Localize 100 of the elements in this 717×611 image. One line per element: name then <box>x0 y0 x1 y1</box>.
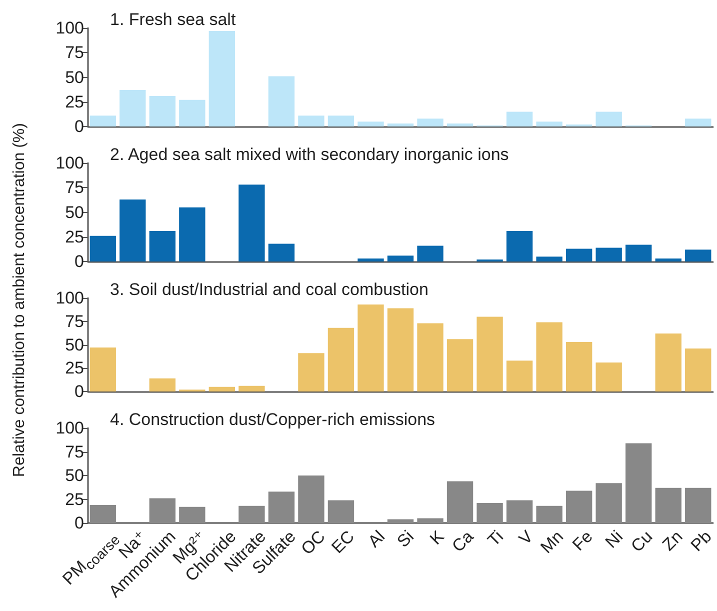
x-tick-label: V <box>516 527 538 550</box>
x-tick-label: Ca <box>448 527 478 557</box>
bar <box>328 328 354 392</box>
bar <box>90 236 116 262</box>
y-tick-label: 100 <box>56 18 84 38</box>
y-tick-label: 75 <box>65 312 84 331</box>
bar <box>536 506 562 523</box>
bar <box>417 118 444 126</box>
x-tick-label: OC <box>297 527 330 560</box>
bar <box>90 116 116 126</box>
bar <box>208 386 236 392</box>
chart-title: 1. Fresh sea salt <box>110 10 236 29</box>
bar <box>120 90 146 126</box>
x-tick-label: Si <box>394 527 419 552</box>
bar <box>506 112 533 126</box>
bar <box>328 116 354 126</box>
y-tick-label: 50 <box>65 202 84 222</box>
bar <box>268 244 295 262</box>
bar <box>90 348 116 392</box>
x-tick-label: Cu <box>627 527 657 557</box>
bar <box>476 503 503 523</box>
bar <box>149 230 176 262</box>
bar <box>446 481 474 523</box>
y-tick-label: 50 <box>65 335 84 354</box>
bar <box>506 360 533 392</box>
chart-title: 3. Soil dust/Industrial and coal combustion <box>110 280 428 299</box>
y-tick-label: 0 <box>74 514 84 532</box>
bar <box>626 443 652 523</box>
bar <box>655 334 682 392</box>
bar <box>655 488 682 523</box>
x-tick-label: K <box>426 527 448 550</box>
bar <box>596 483 622 523</box>
bar <box>685 118 712 126</box>
chart-title: 4. Construction dust/Copper-rich emissions <box>110 410 436 429</box>
bar <box>596 248 622 262</box>
bar <box>506 500 533 523</box>
x-tick-label: Fe <box>569 527 598 556</box>
bar <box>358 258 384 262</box>
bar <box>268 76 295 126</box>
y-tick-label: 25 <box>65 92 84 112</box>
bar <box>238 184 265 262</box>
bar <box>179 506 206 523</box>
bar <box>179 100 206 126</box>
x-tick-label: Zn <box>658 527 686 556</box>
bar <box>685 250 712 262</box>
bar <box>238 506 265 523</box>
bar <box>506 230 533 262</box>
y-tick-label: 0 <box>74 252 84 271</box>
x-tick-label: EC <box>328 527 360 558</box>
y-tick-label: 75 <box>65 43 84 62</box>
bar <box>387 256 414 262</box>
bar <box>596 112 622 126</box>
x-tick-label: Pb <box>687 527 716 556</box>
bar <box>536 122 562 126</box>
y-tick-label: 100 <box>56 154 84 172</box>
bar <box>446 124 474 126</box>
bar <box>90 504 116 523</box>
bar <box>298 116 324 126</box>
bar <box>566 342 592 392</box>
y-axis-title: Relative contribution to ambient concentration (%) <box>11 123 29 477</box>
y-tick-label: 50 <box>65 466 84 485</box>
bar <box>417 246 444 262</box>
y-tick-label: 100 <box>56 418 84 438</box>
bar <box>685 348 712 392</box>
bar <box>387 124 414 126</box>
bar <box>536 256 562 262</box>
bar <box>566 248 592 262</box>
bar <box>298 353 324 392</box>
x-tick-label: Ni <box>601 527 627 552</box>
y-tick-label: 50 <box>65 68 84 87</box>
bar <box>536 322 562 392</box>
y-tick-label: 25 <box>65 490 84 509</box>
y-tick-label: 75 <box>65 178 84 198</box>
bar <box>685 488 712 523</box>
bar <box>476 316 503 392</box>
bar <box>387 308 414 392</box>
bar <box>358 122 384 126</box>
y-tick-label: 75 <box>65 442 84 462</box>
bar <box>268 492 295 523</box>
bar <box>149 378 176 392</box>
bar <box>417 323 444 392</box>
y-tick-label: 25 <box>65 358 84 378</box>
x-tick-label: Ti <box>484 527 508 551</box>
chart-title: 2. Aged sea salt mixed with secondary inorganic ions <box>110 145 509 164</box>
bar <box>626 244 652 262</box>
y-tick-label: 0 <box>74 382 84 401</box>
bar <box>120 199 146 262</box>
bar <box>238 386 265 392</box>
bar <box>358 304 384 392</box>
bar <box>208 30 236 126</box>
y-tick-label: 25 <box>65 227 84 246</box>
bar <box>417 518 444 523</box>
bar <box>566 490 592 523</box>
bar <box>149 498 176 523</box>
y-tick-label: 100 <box>56 288 84 308</box>
bar <box>179 207 206 262</box>
bar <box>446 339 474 392</box>
bar <box>387 519 414 523</box>
bar <box>596 362 622 392</box>
y-tick-label: 0 <box>74 117 84 136</box>
